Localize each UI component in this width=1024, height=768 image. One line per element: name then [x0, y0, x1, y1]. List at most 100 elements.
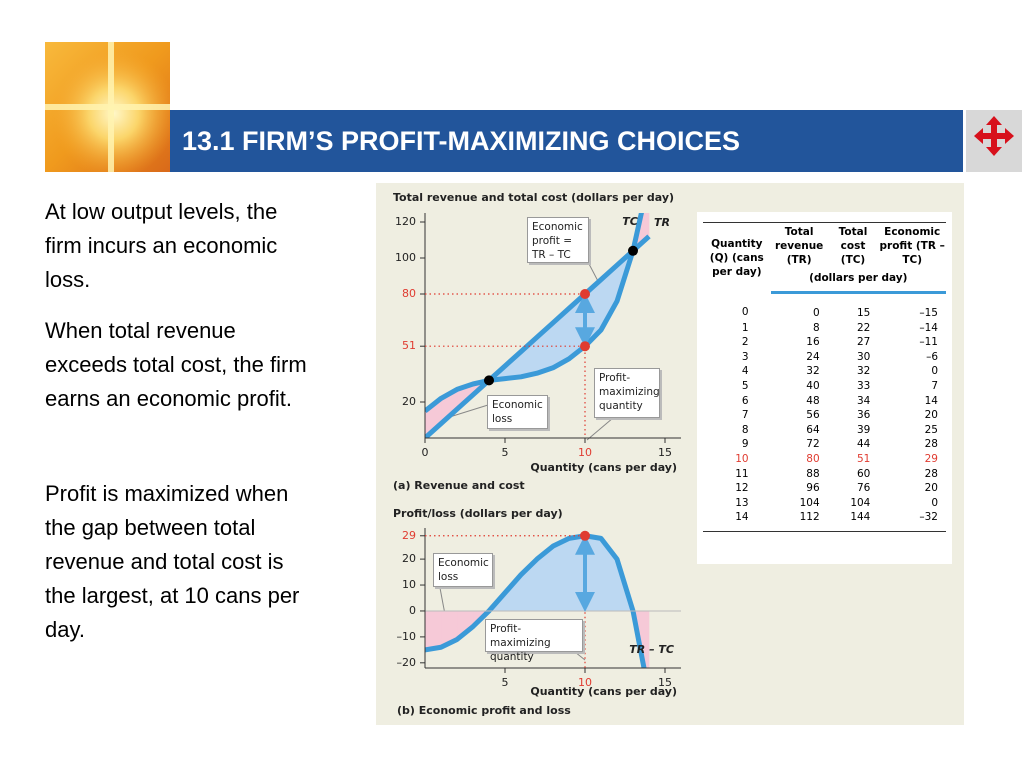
table-row: 8 64 39 25	[703, 423, 946, 438]
series-label: TR – TC	[629, 643, 674, 656]
profit-area	[584, 535, 602, 612]
table-cell: 8	[741, 423, 749, 436]
x-tick-label: 10	[578, 446, 592, 459]
y-tick-label: –20	[397, 656, 417, 669]
table-cell: –14	[919, 321, 938, 334]
table-cell: 10	[735, 452, 749, 465]
table-cell: 0	[931, 365, 938, 378]
table-cell: 44	[856, 438, 871, 451]
table-cell: 34	[856, 394, 871, 407]
table-cell: 14	[703, 510, 771, 532]
table-cell: 12	[735, 482, 749, 495]
table-cell: 0	[931, 496, 938, 509]
leader-line	[586, 417, 614, 441]
table-cell: 48	[806, 394, 820, 407]
y-tick-label: 0	[409, 604, 416, 617]
table-cell: 60	[856, 467, 871, 480]
table-cell: 7	[931, 379, 938, 392]
table-cell: 20	[924, 409, 938, 422]
table-cell: 11	[735, 467, 749, 480]
table-cell: 33	[856, 379, 871, 392]
table-cell: 80	[806, 452, 820, 465]
table-row: 9 72 44 28	[703, 437, 946, 452]
table-cell: 20	[924, 482, 938, 495]
table-cell: 3	[741, 350, 749, 363]
table-row: 7 56 36 20	[703, 408, 946, 423]
table-cell: 64	[806, 423, 820, 436]
y-tick-label: 20	[402, 395, 416, 408]
table-cell: 28	[924, 438, 938, 451]
column-header: Total cost (TC)	[827, 222, 879, 269]
annotation: Economic loss	[487, 395, 548, 429]
table-cell: 29	[924, 452, 938, 465]
highlight-point	[580, 289, 590, 299]
table-cell: 6	[741, 394, 749, 407]
table-cell: 51	[856, 452, 871, 465]
loss-area	[425, 610, 442, 651]
table-cell: –15	[919, 307, 938, 319]
x-tick-label: 15	[658, 446, 672, 459]
table-row: 1 8 22 –14	[703, 321, 946, 336]
series-line	[425, 234, 651, 438]
x-tick-label: 5	[502, 676, 509, 689]
table-row: 10 80 51 29	[703, 452, 946, 467]
table-cell: 16	[806, 336, 820, 349]
table-cell: 0	[812, 307, 820, 319]
table: Quantity (Q) (cans per day) Total revenu…	[703, 222, 946, 532]
y-tick-label: 51	[402, 339, 416, 352]
chart-caption: (a) Revenue and cost	[393, 479, 525, 492]
column-header: Economic profit (TR – TC)	[878, 222, 946, 269]
table-cell: 7	[741, 409, 749, 422]
table-cell: 28	[924, 467, 938, 480]
table-cell: –6	[926, 350, 938, 363]
paragraph: When total revenue exceeds total cost, t…	[45, 318, 307, 411]
table-cell: 9	[741, 438, 749, 451]
table-cell: 0	[741, 306, 749, 319]
table-cell: 40	[806, 379, 820, 392]
table-cell: –11	[919, 336, 938, 349]
data-table: Quantity (Q) (cans per day) Total revenu…	[697, 212, 952, 564]
table-row: 5 40 33 7	[703, 379, 946, 394]
x-axis-label: Quantity (cans per day)	[530, 685, 677, 698]
annotation: Economic profit = TR – TC	[527, 217, 589, 263]
table-cell: 104	[850, 496, 871, 509]
table-cell: 15	[856, 307, 871, 319]
nav-icon[interactable]	[974, 116, 1014, 156]
break-even-point	[484, 375, 494, 386]
break-even-point	[628, 245, 638, 256]
table-row: 3 24 30 –6	[703, 350, 946, 365]
series-line	[425, 533, 647, 668]
table-cell: 27	[856, 336, 871, 349]
y-tick-label: 120	[395, 215, 416, 228]
table-cell: 14	[924, 394, 938, 407]
y-tick-label: 80	[402, 287, 416, 300]
table-row: 6 48 34 14	[703, 394, 946, 409]
x-tick-label: 0	[422, 446, 429, 459]
profit-area	[568, 535, 586, 612]
table-cell: 88	[806, 467, 820, 480]
table-cell: 112	[770, 510, 828, 532]
table-cell: 2	[741, 336, 749, 349]
annotation: Economic loss	[433, 553, 493, 587]
profit-area	[552, 537, 570, 612]
table-row: 0 0 15 –15	[703, 293, 946, 321]
highlight-point	[580, 530, 590, 541]
paragraph: Profit is maximized when the gap between…	[45, 481, 300, 642]
table-cell: 25	[924, 423, 938, 436]
x-tick-label: 15	[658, 676, 672, 689]
column-header: Total revenue (TR)	[770, 222, 828, 269]
y-tick-label: 29	[402, 529, 416, 542]
table-cell: 72	[806, 438, 820, 451]
y-tick-label: 20	[402, 552, 416, 565]
table-cell: 96	[806, 482, 820, 495]
unit-header: (dollars per day)	[770, 269, 946, 294]
logo-cross	[45, 104, 170, 110]
table-cell: 30	[856, 350, 871, 363]
axis-title: Profit/loss (dollars per day)	[393, 507, 563, 520]
y-tick-label: –10	[397, 630, 417, 643]
table-cell: 5	[741, 379, 749, 392]
table-row: 2 16 27 –11	[703, 335, 946, 350]
table-cell: 36	[856, 409, 871, 422]
series-label: TR	[654, 216, 670, 229]
